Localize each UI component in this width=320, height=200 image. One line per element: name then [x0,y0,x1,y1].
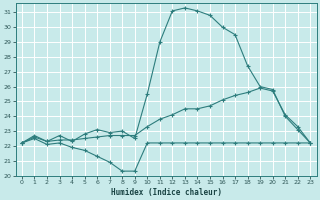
X-axis label: Humidex (Indice chaleur): Humidex (Indice chaleur) [111,188,221,197]
